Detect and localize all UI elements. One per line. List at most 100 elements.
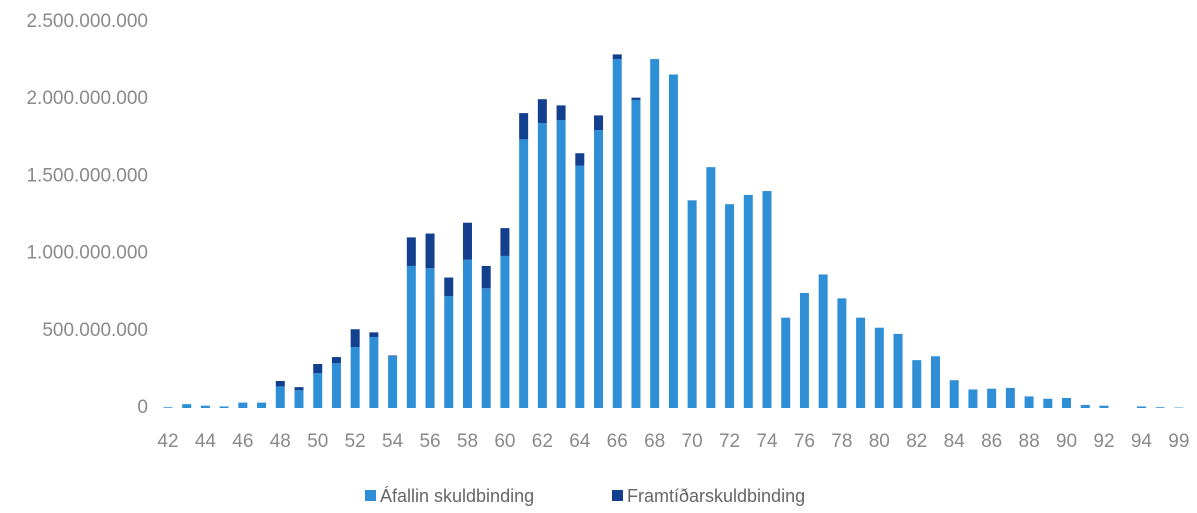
bar-segment: [313, 373, 323, 408]
bar-segment: [650, 59, 660, 408]
bar-segment: [462, 222, 472, 260]
bar-segment: [257, 402, 267, 408]
x-tick-label: 52: [345, 431, 366, 452]
bar-segment: [762, 191, 772, 408]
bar-segment: [388, 355, 398, 357]
bar-segment: [519, 139, 529, 408]
x-tick-label: 48: [270, 431, 291, 452]
x-tick-label: 72: [719, 431, 740, 452]
x-tick-label: 84: [944, 431, 966, 452]
bar-segment: [874, 327, 884, 408]
bar-segment: [481, 265, 491, 289]
bar-segment: [1062, 397, 1072, 408]
bar-segment: [1080, 404, 1090, 408]
bar-segment: [406, 237, 416, 266]
bar-segment: [631, 99, 641, 409]
bar-segment: [462, 259, 472, 408]
x-tick-label: 90: [1056, 431, 1077, 452]
bar-segment: [275, 380, 285, 387]
bar-segment: [444, 277, 454, 297]
bar-segment: [425, 268, 435, 408]
bar-segment: [893, 333, 903, 408]
bar-segment: [818, 274, 828, 408]
bar-segment: [743, 194, 753, 408]
bar-segment: [331, 363, 341, 408]
y-tick-label: 0: [137, 397, 148, 418]
y-tick-label: 1.000.000.000: [26, 243, 148, 264]
bar-segment: [837, 298, 847, 408]
bar-segment: [500, 228, 510, 256]
x-tick-label: 42: [157, 431, 178, 452]
x-tick-label: 68: [644, 431, 665, 452]
x-tick-label: 62: [532, 431, 553, 452]
x-tick-label: 66: [607, 431, 628, 452]
bar-segment: [594, 115, 604, 131]
bar-segment: [369, 332, 379, 337]
bar-segment: [182, 404, 192, 408]
bar-segment: [968, 389, 978, 408]
bar-segment: [631, 97, 641, 100]
bar-segment: [350, 329, 360, 348]
bar-segment: [575, 153, 585, 166]
bar-segment: [219, 406, 229, 408]
bar-segment: [444, 296, 454, 408]
bar-segment: [949, 380, 959, 408]
x-tick-label: 76: [794, 431, 815, 452]
y-tick-label: 500.000.000: [42, 320, 148, 341]
bar-segment: [425, 233, 435, 269]
x-tick-label: 94: [1131, 431, 1153, 452]
x-tick-label: 64: [569, 431, 591, 452]
x-tick-label: 82: [906, 431, 927, 452]
bar-segment: [238, 402, 248, 408]
x-tick-label: 78: [831, 431, 852, 452]
x-tick-label: 88: [1019, 431, 1040, 452]
bar-segment: [388, 356, 398, 408]
x-tick-label: 60: [494, 431, 515, 452]
bar-segment: [856, 317, 866, 408]
bar-segment: [1024, 396, 1034, 408]
bar-segment: [575, 165, 585, 408]
bar-segment: [1136, 406, 1146, 408]
bar-segment: [799, 292, 809, 408]
bar-segment: [594, 130, 604, 408]
bar-segment: [912, 360, 922, 408]
x-tick-label: 46: [232, 431, 253, 452]
bar-segment: [930, 356, 940, 408]
bar-segment: [313, 363, 323, 374]
bar-segment: [369, 336, 379, 408]
x-tick-label: 56: [419, 431, 440, 452]
x-tick-label: 58: [457, 431, 478, 452]
x-tick-label: 92: [1093, 431, 1114, 452]
bar-segment: [1099, 405, 1109, 408]
bar-segment: [612, 54, 622, 60]
bar-segment: [294, 390, 304, 408]
y-tick-label: 1.500.000.000: [26, 165, 148, 186]
bar-segment: [481, 288, 491, 408]
bar-segment: [350, 347, 360, 408]
x-tick-label: 99: [1168, 431, 1189, 452]
bar-segment: [687, 200, 697, 408]
bar-segment: [200, 405, 210, 408]
bar-segment: [725, 204, 735, 408]
bar-segment: [294, 387, 304, 391]
bar-segment: [275, 386, 285, 408]
legend-swatch: [612, 490, 623, 501]
legend-label: Áfallin skuldbinding: [380, 486, 534, 506]
bar-segment: [406, 265, 416, 408]
bar-segment: [537, 99, 547, 124]
y-tick-label: 2.500.000.000: [26, 11, 148, 32]
bar-segment: [1155, 407, 1165, 408]
bar-segment: [612, 59, 622, 408]
bar-segment: [556, 120, 566, 408]
bar-segment: [781, 317, 791, 408]
bar-segment: [668, 74, 678, 408]
x-tick-label: 54: [382, 431, 404, 452]
bar-segment: [706, 167, 716, 408]
bar-segment: [987, 388, 997, 408]
x-tick-label: 50: [307, 431, 328, 452]
x-tick-label: 44: [195, 431, 217, 452]
x-tick-label: 86: [981, 431, 1002, 452]
x-tick-label: 74: [756, 431, 778, 452]
bar-segment: [519, 113, 529, 140]
